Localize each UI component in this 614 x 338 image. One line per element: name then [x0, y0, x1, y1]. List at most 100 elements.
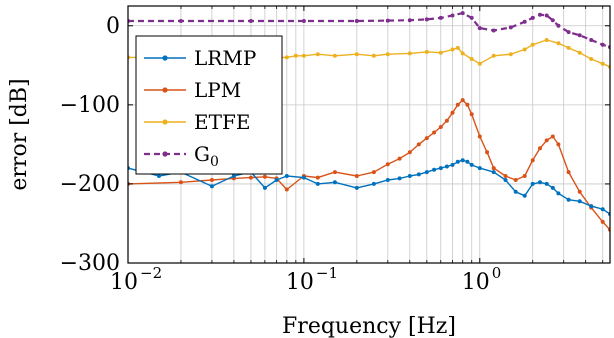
legend-item-etfe: ETFE	[144, 110, 250, 134]
series-lpm-point	[332, 170, 337, 175]
series-lpm-point	[566, 170, 571, 175]
x-axis-label: Frequency [Hz]	[282, 314, 456, 338]
series-lrmp-point	[301, 175, 306, 180]
series-g0-point	[301, 19, 306, 23]
y-tick-label: 0	[106, 14, 120, 39]
series-lrmp-point	[231, 174, 236, 178]
series-g0-point	[556, 23, 561, 28]
series-lpm-point	[209, 178, 214, 182]
series-etfe-point	[293, 53, 298, 58]
series-lpm-point	[416, 142, 421, 147]
series-lrmp-point	[450, 162, 455, 167]
axes-frame	[127, 5, 611, 264]
legend-label: ETFE	[194, 110, 250, 134]
series-lrmp-point	[522, 193, 527, 198]
series-lpm-point	[450, 110, 455, 115]
series-etfe-point	[460, 51, 465, 56]
x-tick-label: 10 −2	[110, 264, 162, 295]
series-g0-point	[538, 12, 542, 17]
series-g0-point	[248, 19, 253, 23]
series-lrmp-point	[566, 197, 571, 202]
series-lpm-point	[503, 174, 508, 178]
series-g0-point	[407, 18, 412, 23]
series-lpm-point	[465, 102, 470, 107]
series-etfe-point	[589, 57, 594, 61]
series-lrmp-point	[455, 159, 460, 164]
series-lrmp-point	[397, 176, 402, 181]
series-lpm-point	[385, 162, 390, 167]
series-etfe-point	[284, 55, 289, 60]
series-lpm-point	[424, 136, 429, 141]
series-etfe-point	[544, 38, 549, 42]
series-lpm-point	[262, 174, 267, 179]
series-lpm-point	[315, 175, 320, 180]
series-etfe-point	[522, 47, 527, 52]
series-lpm-point	[477, 134, 482, 139]
series-etfe-point	[600, 61, 605, 66]
series-etfe-point	[450, 47, 455, 52]
y-tick-label: −100	[60, 93, 120, 118]
legend-box	[135, 35, 283, 175]
series-lrmp-point	[432, 167, 437, 172]
x-tick-label-exponent: −2	[140, 264, 162, 282]
series-g0-point	[469, 15, 474, 20]
legend-swatch-marker	[162, 87, 168, 93]
series-lrmp-point	[538, 180, 542, 185]
series-etfe-point	[530, 42, 535, 47]
series-g0-point	[550, 18, 555, 23]
series-lrmp-point	[577, 199, 582, 204]
series-lpm-point	[432, 130, 437, 135]
series-lpm-point	[556, 142, 561, 147]
series-lrmp-point	[284, 174, 289, 178]
series-g0-point	[566, 30, 571, 35]
series-lpm-point	[354, 174, 359, 178]
x-tick-label-base: 10	[286, 270, 314, 295]
series-g0-point	[477, 26, 482, 31]
series-lrmp-point	[600, 207, 605, 212]
series-g0-point	[424, 17, 429, 22]
series-etfe-point	[577, 50, 582, 55]
series-lrmp-point	[530, 181, 535, 186]
legend-label-subscript: 0	[210, 154, 219, 170]
series-g0-point	[508, 25, 513, 30]
series-lrmp-point	[157, 174, 161, 178]
series-etfe-point	[354, 52, 359, 57]
series-etfe-point	[469, 57, 474, 61]
y-tick-label: −200	[60, 172, 120, 197]
y-axis-label: error [dB]	[7, 78, 32, 190]
series-lrmp-point	[465, 159, 470, 164]
series-etfe-point	[508, 52, 513, 57]
series-lpm-point	[485, 150, 490, 155]
series-lpm-point	[460, 98, 465, 103]
x-tick-label-exponent: 0	[492, 264, 502, 282]
plot-area	[128, 11, 610, 232]
series-lrmp-point	[416, 172, 421, 177]
series-lrmp-point	[332, 180, 337, 185]
series-etfe-point	[477, 61, 482, 66]
series-etfe-point	[301, 53, 306, 58]
series-lpm-point	[550, 134, 555, 139]
series-lpm-point	[513, 178, 518, 182]
series-lrmp-point	[469, 162, 474, 167]
series-lpm-point	[178, 180, 183, 185]
series-g0-point	[491, 28, 496, 33]
series-etfe-point	[491, 53, 496, 58]
series-g0-point	[600, 42, 605, 47]
series-lrmp-point	[385, 178, 390, 182]
series-lpm-point	[284, 187, 289, 192]
series-etfe-point	[315, 52, 320, 57]
legend: LRMP LPM ETFE G0	[135, 35, 283, 175]
series-etfe-point	[455, 45, 460, 50]
series-lpm-point	[600, 219, 605, 224]
series-lrmp-point	[209, 184, 214, 189]
series-lrmp-point	[477, 166, 482, 171]
series-etfe-point	[407, 51, 412, 56]
series-lrmp-point	[354, 185, 359, 190]
series-g0-point	[178, 19, 183, 23]
series-lpm-point	[469, 112, 474, 117]
series-lrmp-point	[556, 191, 561, 196]
series-lpm-point	[248, 175, 253, 180]
series-etfe-point	[385, 52, 390, 57]
series-lpm-point	[577, 189, 582, 194]
series-g0-point	[354, 19, 359, 23]
